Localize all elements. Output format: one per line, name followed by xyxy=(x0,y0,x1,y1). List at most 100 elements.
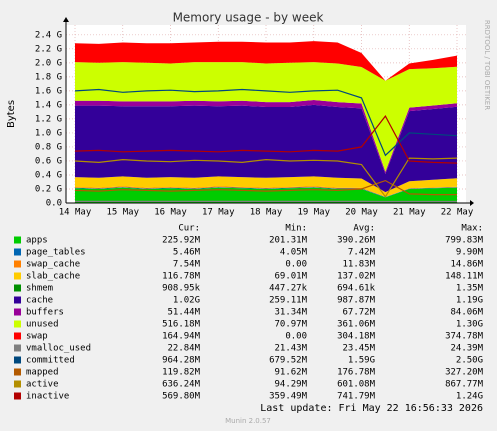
legend-stat: 0.00 xyxy=(285,332,307,342)
legend-swatch xyxy=(14,296,21,304)
legend-swatch xyxy=(14,344,21,352)
legend-stat: 304.18M xyxy=(337,332,376,342)
area-unused xyxy=(75,62,457,172)
legend-stat: 361.06M xyxy=(337,320,376,330)
legend-stat: 516.18M xyxy=(162,320,201,330)
area-slab-cache xyxy=(75,176,457,197)
lines xyxy=(74,88,458,203)
y-tick-label: 1.0 G xyxy=(35,128,62,138)
area-page-tables xyxy=(75,187,457,198)
legend-stat: 447.27k xyxy=(269,284,308,294)
legend-stat: 7.54M xyxy=(173,260,201,270)
legend-stat: 799.83M xyxy=(445,236,484,246)
y-tick-label: 2.2 G xyxy=(35,44,62,54)
legend-stat: 987.87M xyxy=(337,296,376,306)
y-axis-arrow xyxy=(63,17,69,22)
legend-stat: 70.97M xyxy=(274,320,307,330)
legend-stat: 137.02M xyxy=(337,272,376,282)
legend-stat: 31.34M xyxy=(274,308,307,318)
legend-stat: 4.05M xyxy=(280,248,308,258)
legend-stat: 1.19G xyxy=(456,296,483,306)
legend-stat: 636.24M xyxy=(162,380,201,390)
legend-header: Cur: xyxy=(178,224,200,234)
legend-stat: 164.94M xyxy=(162,332,201,342)
legend-stat: 148.11M xyxy=(445,272,484,282)
legend-label: cache xyxy=(26,296,53,306)
legend-stat: 9.90M xyxy=(456,248,484,258)
legend-label: unused xyxy=(26,320,59,330)
legend-label: committed xyxy=(26,356,75,366)
legend-stat: 5.46M xyxy=(173,248,201,258)
legend-stat: 908.95k xyxy=(162,284,201,294)
legend-label: shmem xyxy=(26,284,53,294)
areas xyxy=(75,41,457,203)
legend-label: vmalloc_used xyxy=(26,344,91,354)
y-axis-label: Bytes xyxy=(6,100,17,128)
legend-stat: 225.92M xyxy=(162,236,201,246)
legend-stat: 21.43M xyxy=(274,344,307,354)
legend-stat: 1.30G xyxy=(456,320,483,330)
legend-stat: 1.02G xyxy=(173,296,200,306)
legend-swatch xyxy=(14,320,21,328)
legend-stat: 176.78M xyxy=(337,368,376,378)
x-tick-label: 19 May xyxy=(297,208,330,218)
legend-label: mapped xyxy=(26,368,59,378)
legend-swatch xyxy=(14,260,21,268)
last-update: Last update: Fri May 22 16:56:33 2026 xyxy=(260,403,483,414)
legend-stat: 23.45M xyxy=(342,344,375,354)
y-tick-label: 0.4 G xyxy=(35,170,62,180)
legend: Cur: Min: Avg: Max: apps 225.92M 201.31M 390.26… xyxy=(14,224,484,402)
x-tick-label: 16 May xyxy=(154,208,187,218)
line-active xyxy=(74,157,458,198)
legend-label: swap xyxy=(26,332,48,342)
line-inactive xyxy=(74,114,458,164)
legend-stat: 569.80M xyxy=(162,392,201,402)
y-tick-label: 0.6 G xyxy=(35,156,62,166)
legend-stat: 374.78M xyxy=(445,332,484,342)
y-tick-label: 1.4 G xyxy=(35,100,62,110)
legend-label: page_tables xyxy=(26,248,86,258)
legend-stat: 327.20M xyxy=(445,368,484,378)
legend-swatch xyxy=(14,272,21,280)
legend-swatch xyxy=(14,368,21,376)
line-mapped xyxy=(74,179,457,196)
legend-label: active xyxy=(26,380,59,390)
y-tick-label: 0.2 G xyxy=(35,184,62,194)
legend-stat: 679.52M xyxy=(269,356,308,366)
y-tick-label: 0.8 G xyxy=(35,142,62,152)
legend-swatch xyxy=(14,248,21,256)
legend-stat: 201.31M xyxy=(269,236,308,246)
area-buffers xyxy=(75,100,457,174)
x-tick-label: 14 May xyxy=(59,208,92,218)
watermark: RRDTOOL / TOBI OETIKER xyxy=(483,20,491,110)
y-tick-label: 2.0 G xyxy=(35,58,62,68)
x-tick-label: 17 May xyxy=(202,208,235,218)
legend-stat: 24.39M xyxy=(450,344,483,354)
legend-stat: 22.84M xyxy=(167,344,200,354)
x-tick-label: 21 May xyxy=(393,208,426,218)
legend-stat: 741.79M xyxy=(337,392,376,402)
x-tick-label: 18 May xyxy=(250,208,283,218)
legend-stat: 67.72M xyxy=(342,308,375,318)
chart-title: Memory usage - by week xyxy=(173,11,324,25)
line-committed xyxy=(74,88,458,157)
legend-stat: 91.62M xyxy=(274,368,307,378)
y-tick-label: 1.8 G xyxy=(35,72,62,82)
legend-stat: 7.42M xyxy=(348,248,376,258)
legend-swatch xyxy=(14,356,21,364)
legend-stat: 1.59G xyxy=(348,356,375,366)
legend-stat: 694.61k xyxy=(337,284,376,294)
legend-stat: 259.11M xyxy=(269,296,308,306)
area-swap xyxy=(75,41,457,81)
legend-stat: 964.28M xyxy=(162,356,201,366)
legend-label: swap_cache xyxy=(26,260,80,270)
legend-stat: 2.50G xyxy=(456,356,483,366)
legend-swatch xyxy=(14,284,21,292)
legend-stat: 11.83M xyxy=(342,260,375,270)
legend-stat: 119.82M xyxy=(162,368,201,378)
legend-stat: 1.35M xyxy=(456,284,484,294)
legend-header: Avg: xyxy=(353,224,375,234)
legend-label: inactive xyxy=(26,392,69,402)
y-tick-label: 2.4 G xyxy=(35,30,62,40)
area-swap-cache xyxy=(75,186,457,197)
